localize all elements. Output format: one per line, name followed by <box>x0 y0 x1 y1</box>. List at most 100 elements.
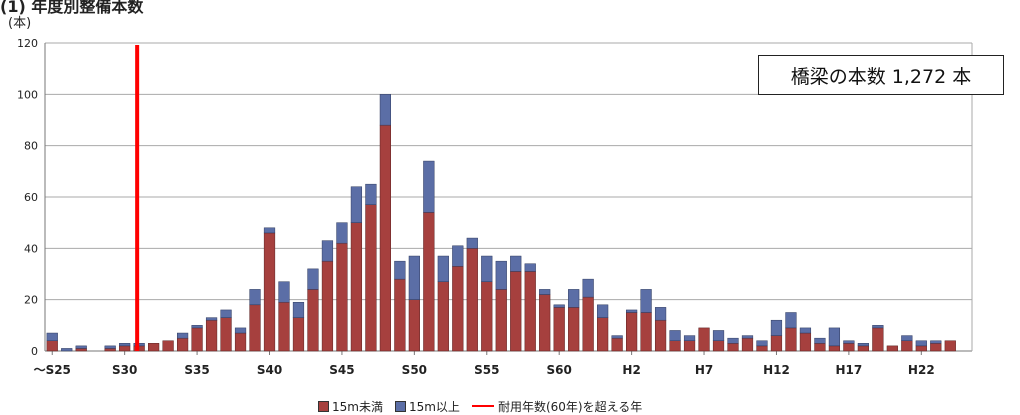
bar-15m-or-more-H1 <box>611 335 623 339</box>
bar-15m-or-more-S47 <box>365 183 377 205</box>
bar-15m-or-more-H14 <box>799 327 812 334</box>
bar-15m-or-more-S57 <box>510 255 522 272</box>
bar-under-15m-H2 <box>626 312 638 352</box>
bar-under-15m-H12 <box>770 335 783 352</box>
y-tick-label-120: 120 <box>17 37 38 50</box>
bar-under-15m-H3 <box>640 312 652 352</box>
y-tick-label-0: 0 <box>31 345 38 358</box>
bar-15m-or-more-S40 <box>263 227 276 234</box>
bar-under-15m-S49 <box>394 278 406 352</box>
x-tick-label-S60: S60 <box>547 363 572 377</box>
legend-item-service-life: 耐用年数(60年)を超える年 <box>471 398 643 415</box>
bar-under-15m-~S25 <box>46 340 58 352</box>
bar-15m-or-more-S30 <box>119 343 131 347</box>
bar-under-15m-S32 <box>148 343 160 352</box>
bar-15m-or-more-S45 <box>336 222 348 244</box>
y-tick-label-40: 40 <box>24 242 38 255</box>
bar-15m-or-more-S29 <box>104 345 116 349</box>
bar-under-15m-H13 <box>785 327 797 352</box>
bar-under-15m-S51 <box>423 212 435 352</box>
bar-under-15m-H20 <box>886 345 898 352</box>
bar-15m-or-more-H19 <box>872 325 884 329</box>
bar-15m-or-more-S59 <box>539 289 551 295</box>
bar-under-15m-S38 <box>234 332 247 352</box>
legend-swatch-over-15m <box>394 400 406 412</box>
bar-under-15m-H5 <box>669 340 681 352</box>
page-heading: (1) 年度別整備本数 <box>0 0 144 16</box>
bar-under-15m-H4 <box>654 319 667 352</box>
x-tick-label-～S25: ～S25 <box>34 363 71 377</box>
bar-under-15m-H1 <box>611 337 623 352</box>
bar-under-15m-H23 <box>930 343 942 352</box>
bar-15m-or-more-S34 <box>176 332 189 339</box>
bar-under-15m-H8 <box>712 340 725 352</box>
bar-under-15m-S63 <box>597 317 609 352</box>
bar-layer <box>46 94 956 352</box>
bar-under-15m-S57 <box>510 271 522 352</box>
bar-under-15m-S39 <box>249 304 261 352</box>
bar-15m-or-more-S52 <box>437 255 449 282</box>
bar-under-15m-S41 <box>278 301 290 352</box>
bar-under-15m-S47 <box>365 204 377 352</box>
bar-under-15m-S62 <box>582 296 594 352</box>
bar-15m-or-more-H5 <box>669 330 681 341</box>
bar-under-15m-H19 <box>872 327 884 352</box>
bar-15m-or-more-S56 <box>495 260 507 290</box>
bar-under-15m-S35 <box>191 327 203 352</box>
bar-15m-or-more-S44 <box>321 240 334 262</box>
bar-15m-or-more-H11 <box>756 340 768 347</box>
bar-15m-or-more-H16 <box>828 327 841 347</box>
x-tick-label-S55: S55 <box>474 363 499 377</box>
bar-under-15m-S34 <box>176 337 189 352</box>
bar-under-15m-H15 <box>814 343 826 352</box>
bar-15m-or-more-S54 <box>466 237 478 249</box>
x-tick-label-H12: H12 <box>763 363 790 377</box>
bar-15m-or-more-H10 <box>741 335 754 339</box>
legend-label-over-15m: 15m以上 <box>408 399 460 414</box>
bar-under-15m-H17 <box>843 343 855 352</box>
bar-15m-or-more-H17 <box>843 340 855 344</box>
bar-under-15m-S48 <box>379 124 391 352</box>
bar-under-15m-S37 <box>220 317 232 352</box>
y-tick-label-60: 60 <box>24 191 38 204</box>
bar-under-15m-S29 <box>104 348 116 352</box>
y-axis-unit-label: (本) <box>8 16 32 31</box>
bar-15m-or-more-S55 <box>481 255 493 282</box>
bar-under-15m-H7 <box>698 327 710 352</box>
bar-15m-or-more-H9 <box>727 337 739 344</box>
legend-item-over-15m: 15m以上 <box>394 398 460 415</box>
bar-15m-or-more-H12 <box>770 319 783 336</box>
bar-15m-or-more-S63 <box>597 304 609 318</box>
bar-under-15m-S45 <box>336 242 348 352</box>
bar-15m-or-more-S62 <box>582 278 594 298</box>
x-tick-label-H7: H7 <box>695 363 713 377</box>
bar-15m-or-more-S58 <box>524 263 536 272</box>
bar-15m-or-more-S61 <box>568 289 580 308</box>
bar-under-15m-H24 <box>944 340 956 352</box>
x-tick-label-S40: S40 <box>257 363 282 377</box>
bar-under-15m-S55 <box>481 281 493 352</box>
bar-15m-or-more-S49 <box>394 260 406 280</box>
bar-15m-or-more-S48 <box>379 94 391 126</box>
bar-15m-or-more-S41 <box>278 281 290 303</box>
bar-under-15m-S60 <box>553 307 565 352</box>
bar-15m-or-more-H13 <box>785 312 797 329</box>
legend-label-service-life: 耐用年数(60年)を超える年 <box>497 399 643 414</box>
bar-under-15m-S54 <box>466 248 478 352</box>
bridge-count-callout: 橋梁の本数 1,272 本 <box>758 55 1004 95</box>
bar-under-15m-S52 <box>437 281 449 352</box>
bar-under-15m-H18 <box>857 345 869 352</box>
bar-15m-or-more-S37 <box>220 309 232 318</box>
bar-under-15m-S61 <box>568 307 580 352</box>
chart-legend: 15m未満 15m以上 耐用年数(60年)を超える年 <box>318 398 654 414</box>
bar-under-15m-S27 <box>75 348 87 352</box>
y-tick-label-80: 80 <box>24 140 38 153</box>
bar-under-15m-H6 <box>683 340 696 352</box>
bar-15m-or-more-H21 <box>901 335 913 341</box>
bar-15m-or-more-H4 <box>654 307 667 321</box>
legend-item-under-15m: 15m未満 <box>318 398 383 415</box>
bar-under-15m-S44 <box>321 260 334 352</box>
bar-15m-or-more-S51 <box>423 160 435 213</box>
x-tick-label-S50: S50 <box>402 363 427 377</box>
